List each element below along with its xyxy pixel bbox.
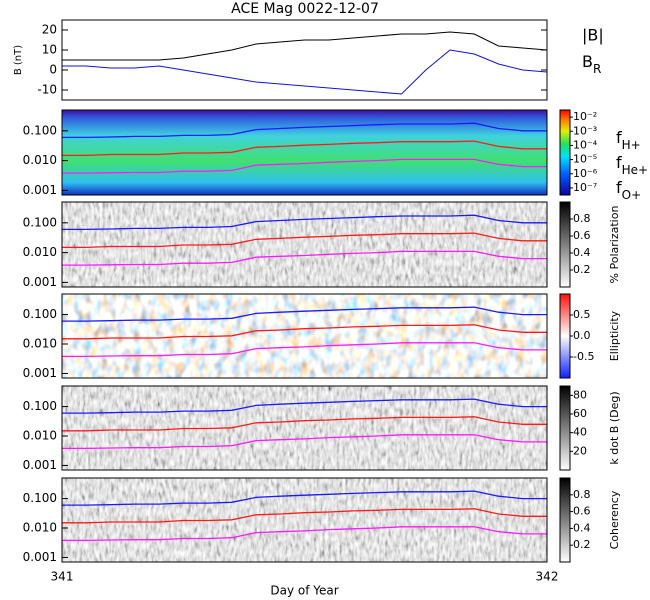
y-tick-label: 0.010 <box>23 337 57 351</box>
colorbar-tick-label: 10⁻⁷ <box>573 181 597 194</box>
plot-frame <box>61 477 548 563</box>
colorbar-label: % Polarization <box>608 206 621 284</box>
colorbar-tick-label: 20 <box>573 444 587 457</box>
plot-frame <box>61 385 548 471</box>
plot-frame <box>61 201 548 288</box>
y-tick-label: 0.100 <box>23 307 57 321</box>
series-line <box>62 508 547 524</box>
series-line <box>62 306 547 322</box>
y-tick-label: 0.001 <box>23 458 57 472</box>
y-tick-label: 0.010 <box>23 153 57 167</box>
colorbar-label: k dot B (Deg) <box>608 391 621 464</box>
y-tick-label: 0.100 <box>23 215 57 229</box>
series-line <box>62 416 547 432</box>
colorbar-tick-label: 10⁻⁴ <box>573 138 598 151</box>
y-tick-label: 0.100 <box>23 399 57 413</box>
y-tick-label: 0.001 <box>23 183 57 197</box>
colorbar-tick-label: 40 <box>573 426 587 439</box>
legend-entry: BR <box>582 52 601 76</box>
series-line <box>62 214 547 231</box>
colorbar-tick-label: 0.6 <box>573 505 591 518</box>
series-line <box>62 434 547 450</box>
colorbar-tick-label: 80 <box>573 388 587 401</box>
plot-frame <box>61 109 548 196</box>
x-tick-label: 342 <box>536 570 559 584</box>
y-tick-label: 0.001 <box>23 275 57 289</box>
colorbar-tick-label: 0.5 <box>573 308 591 321</box>
colorbar-tick-label: 0.4 <box>573 246 591 259</box>
colorbar-tick-label: 10⁻⁶ <box>573 167 598 180</box>
legend-entry: fH+ <box>616 128 641 152</box>
y-tick-label: 0.010 <box>23 429 57 443</box>
legend-entry: fO+ <box>616 178 641 202</box>
y-tick-label: 0.010 <box>23 245 57 259</box>
plot-frame <box>61 19 548 101</box>
y-tick-label: 0.100 <box>23 123 57 137</box>
colorbar-label: Ellipticity <box>608 310 621 361</box>
legend-entry: |B| <box>582 26 604 45</box>
colorbar-tick-label: 0.8 <box>573 212 591 225</box>
colorbar-tick-label: 0.4 <box>573 521 591 534</box>
y-tick-label: 0.001 <box>23 550 57 564</box>
colorbar-tick-label: 0.2 <box>573 263 591 276</box>
colorbar <box>559 385 571 471</box>
colorbar-tick-label: -0.5 <box>573 350 594 363</box>
spectrogram-image <box>62 386 547 470</box>
spectrogram-image <box>62 110 547 195</box>
series-line <box>62 140 547 157</box>
colorbar-tick-label: 10⁻² <box>573 110 597 123</box>
series-line <box>62 342 547 358</box>
series-line <box>62 490 547 506</box>
series-line <box>62 158 547 174</box>
colorbar-tick-label: 0.2 <box>573 538 591 551</box>
colorbar-tick-label: 60 <box>573 407 587 420</box>
spectrogram-image <box>62 294 547 378</box>
plot-frame <box>61 293 548 379</box>
series-line <box>62 49 548 95</box>
colorbar-tick-label: 0.6 <box>573 229 591 242</box>
colorbar <box>559 201 571 288</box>
colorbar-tick-label: 10⁻⁵ <box>573 153 597 166</box>
y-tick-label: 0.100 <box>23 491 57 505</box>
series-line <box>62 324 547 340</box>
series-line <box>62 31 548 61</box>
spectrogram-image <box>62 202 547 287</box>
legend-entry: fHe+ <box>616 153 648 177</box>
colorbar <box>559 477 571 563</box>
chart-title: ACE Mag 0022-12-07 <box>231 1 379 17</box>
y-tick-label: 20 <box>42 23 57 37</box>
colorbar <box>559 293 571 379</box>
colorbar <box>559 109 571 196</box>
x-axis-label: Day of Year <box>270 584 338 598</box>
series-line <box>62 526 547 542</box>
y-tick-label: 0.001 <box>23 366 57 380</box>
colorbar-label: Coherency <box>608 490 621 549</box>
series-line <box>62 232 547 249</box>
colorbar-tick-label: 0.0 <box>573 329 591 342</box>
series-line <box>62 398 547 414</box>
y-tick-label: 10 <box>42 43 57 57</box>
y-axis-label: B (nT) <box>13 45 24 75</box>
series-line <box>62 122 547 139</box>
spectrogram-image <box>62 478 547 562</box>
series-line <box>62 250 547 266</box>
colorbar-tick-label: 10⁻³ <box>573 124 597 137</box>
colorbar-tick-label: 0.8 <box>573 488 591 501</box>
x-tick-label: 341 <box>51 570 74 584</box>
y-tick-label: 0.010 <box>23 521 57 535</box>
y-tick-label: 0 <box>49 63 57 77</box>
y-tick-label: -10 <box>37 83 57 97</box>
